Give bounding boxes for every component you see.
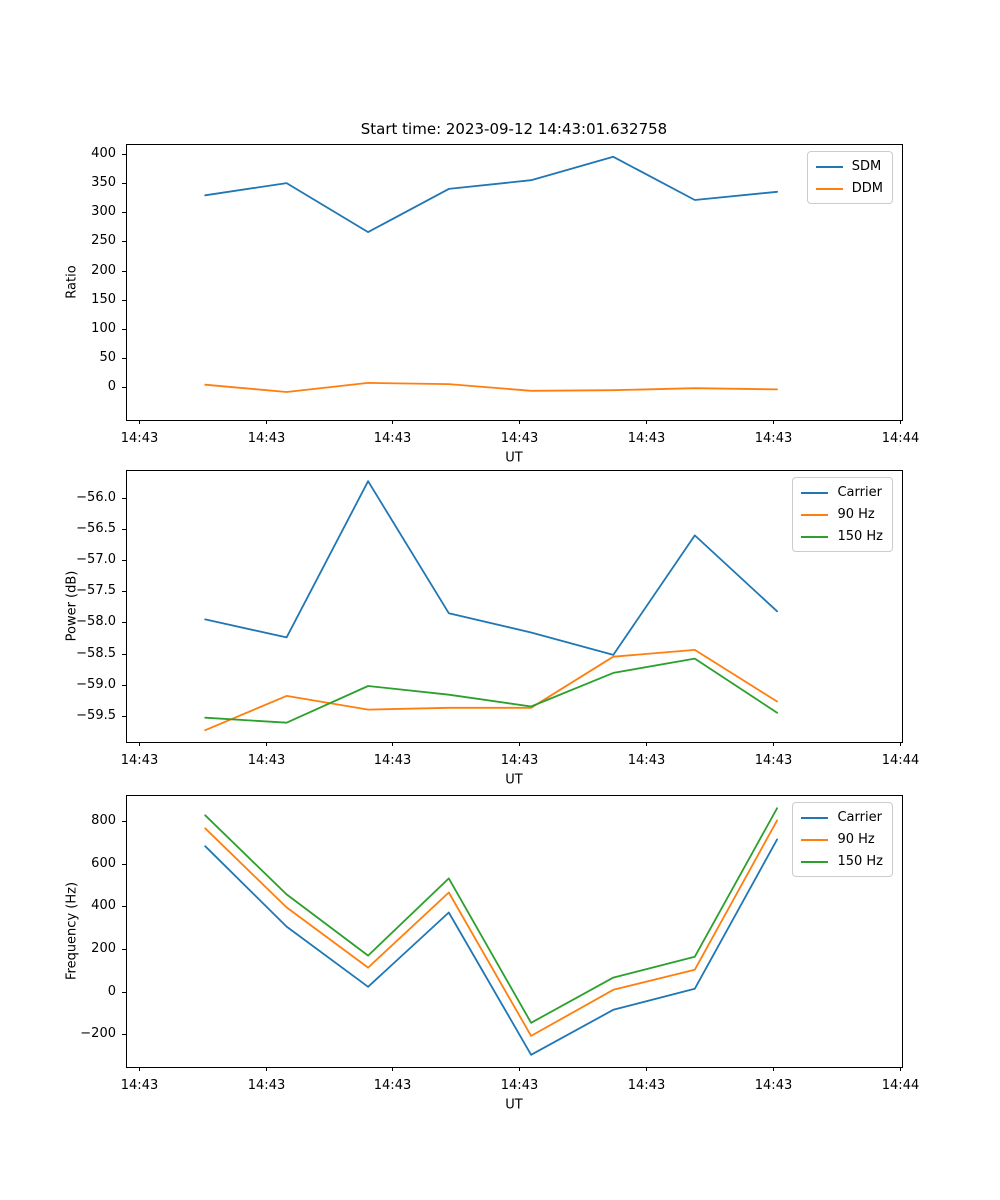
150-hz-line [204, 807, 778, 1024]
legend-subplot-3: Carrier 90 Hz 150 Hz [792, 802, 893, 877]
x-tick-label: 14:43 [627, 1078, 666, 1093]
legend-row-sdm: SDM [815, 157, 883, 176]
legend-label: DDM [851, 180, 883, 196]
legend-row-150-hz: 150 Hz [801, 527, 883, 546]
90-hz-line [204, 819, 778, 1037]
legend-subplot-2: Carrier 90 Hz 150 Hz [792, 477, 893, 552]
y-tick-label: 50 [99, 350, 116, 365]
ddm-legend-line-icon [815, 187, 843, 190]
150-hz-line [204, 657, 778, 724]
legend-row-carrier: Carrier [801, 483, 883, 502]
subplot-3-frame [126, 795, 903, 1068]
x-tick-label: 14:43 [627, 753, 666, 768]
y-tick-label: −59.0 [76, 677, 116, 692]
legend-label: Carrier [837, 484, 882, 500]
x-axis-label: UT [505, 772, 523, 788]
x-tick-label: 14:44 [881, 1078, 920, 1093]
y-tick-label: 150 [91, 292, 116, 307]
x-tick-label: 14:43 [373, 753, 412, 768]
legend-row-150-hz: 150 Hz [801, 852, 883, 871]
y-tick-label: 0 [107, 984, 116, 999]
legend-row-carrier: Carrier [801, 808, 883, 827]
y-tick-label: 250 [91, 233, 116, 248]
y-axis-label: Ratio [64, 265, 80, 299]
y-tick-label: 300 [91, 204, 116, 219]
x-tick-label: 14:43 [247, 1078, 286, 1093]
x-tick-label: 14:43 [500, 431, 539, 446]
y-tick-label: 400 [91, 146, 116, 161]
legend-subplot-1: SDM DDM [806, 151, 893, 204]
y-tick-label: 100 [91, 321, 116, 336]
y-tick-label: −58.0 [76, 614, 116, 629]
x-axis-label: UT [505, 1097, 523, 1113]
150-hz-legend-line-icon [801, 535, 829, 538]
carrier-line [204, 480, 778, 656]
legend-row-ddm: DDM [815, 179, 883, 198]
legend-row-90-hz: 90 Hz [801, 830, 883, 849]
x-tick-label: 14:43 [373, 1078, 412, 1093]
y-tick-label: 350 [91, 175, 116, 190]
x-tick-label: 14:44 [881, 431, 920, 446]
y-tick-label: 0 [107, 379, 116, 394]
carrier-legend-line-icon [801, 491, 829, 494]
figure-title: Start time: 2023-09-12 14:43:01.632758 [360, 120, 668, 138]
y-tick-label: −57.0 [76, 552, 116, 567]
x-tick-label: 14:43 [373, 431, 412, 446]
carrier-line [204, 838, 778, 1056]
y-axis-label: Frequency (Hz) [64, 881, 80, 981]
legend-label: 90 Hz [837, 506, 875, 522]
y-tick-label: −56.0 [76, 490, 116, 505]
sdm-legend-line-icon [815, 165, 843, 168]
y-tick-label: −59.5 [76, 708, 116, 723]
y-tick-label: −58.5 [76, 646, 116, 661]
x-tick-label: 14:43 [500, 1078, 539, 1093]
legend-label: 150 Hz [837, 528, 883, 544]
carrier-legend-line-icon [801, 816, 829, 819]
y-tick-label: 400 [91, 898, 116, 913]
x-tick-label: 14:43 [754, 431, 793, 446]
legend-label: Carrier [837, 809, 882, 825]
150-hz-legend-line-icon [801, 860, 829, 863]
x-tick-label: 14:43 [247, 431, 286, 446]
y-tick-label: 200 [91, 941, 116, 956]
legend-row-90-hz: 90 Hz [801, 505, 883, 524]
y-tick-label: 800 [91, 813, 116, 828]
x-axis-label: UT [505, 450, 523, 466]
subplot-1-frame [126, 144, 903, 421]
x-tick-label: 14:43 [247, 753, 286, 768]
y-tick-label: −56.5 [76, 521, 116, 536]
x-tick-label: 14:43 [120, 1078, 159, 1093]
x-tick-label: 14:43 [500, 753, 539, 768]
y-tick-label: −57.5 [76, 583, 116, 598]
x-tick-label: 14:43 [754, 753, 793, 768]
x-tick-label: 14:43 [120, 431, 159, 446]
y-tick-label: −200 [80, 1026, 116, 1041]
90-hz-legend-line-icon [801, 513, 829, 516]
x-tick-label: 14:43 [120, 753, 159, 768]
y-axis-label: Power (dB) [64, 570, 80, 642]
90-hz-line [204, 649, 778, 732]
sdm-line [204, 155, 778, 234]
subplot-2-frame [126, 470, 903, 743]
x-tick-label: 14:43 [754, 1078, 793, 1093]
y-tick-label: 200 [91, 263, 116, 278]
x-tick-label: 14:44 [881, 753, 920, 768]
legend-label: SDM [851, 158, 882, 174]
legend-label: 90 Hz [837, 831, 875, 847]
ddm-line [204, 381, 778, 393]
legend-label: 150 Hz [837, 853, 883, 869]
x-tick-label: 14:43 [627, 431, 666, 446]
y-tick-label: 600 [91, 856, 116, 871]
90-hz-legend-line-icon [801, 838, 829, 841]
